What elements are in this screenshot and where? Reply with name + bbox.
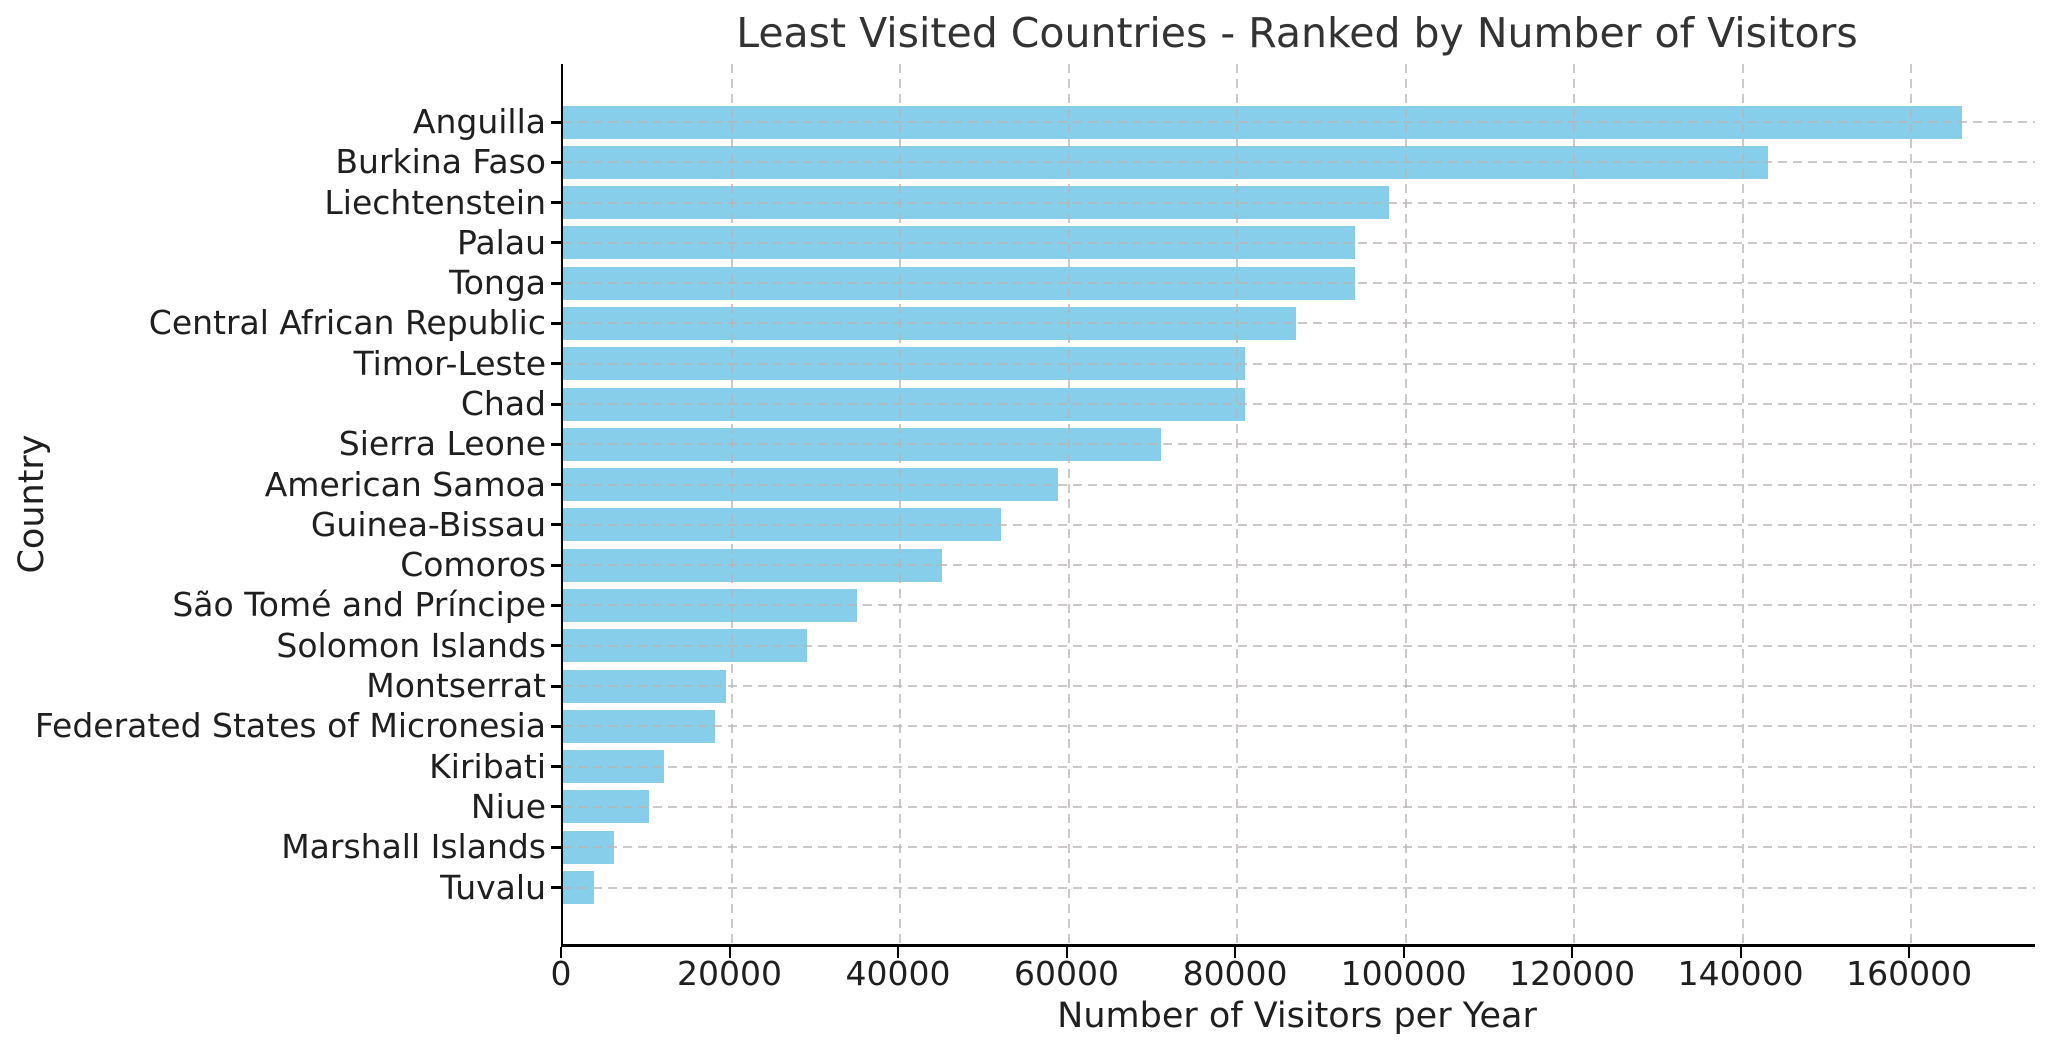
y-tick-label: Sierra Leone (338, 424, 546, 464)
y-tick-mark (551, 684, 563, 688)
y-tick-mark (551, 201, 563, 205)
y-gridline (563, 282, 2035, 285)
y-gridline (563, 886, 2035, 889)
y-tick-mark (551, 603, 563, 607)
y-tick-label: Burkina Faso (335, 142, 546, 182)
y-tick-label: American Samoa (264, 464, 546, 504)
y-axis-label: Country (12, 434, 52, 574)
y-tick-label: Marshall Islands (281, 827, 546, 867)
x-gridline (1067, 64, 1070, 944)
y-tick-mark (551, 362, 563, 366)
y-tick-mark (551, 805, 563, 809)
x-tick-mark (728, 947, 731, 958)
y-tick-label: Anguilla (412, 102, 546, 141)
x-tick-label: 140000 (1677, 954, 1804, 993)
y-tick-mark (551, 724, 563, 728)
y-tick-mark (551, 241, 563, 245)
x-gridline (1236, 64, 1239, 944)
y-tick-mark (551, 886, 563, 889)
x-gridline (1573, 64, 1576, 944)
y-tick-mark (551, 644, 563, 648)
y-tick-label: Montserrat (366, 666, 546, 706)
y-tick-mark (551, 845, 563, 849)
y-tick-mark (551, 281, 563, 285)
y-tick-mark (551, 765, 563, 769)
y-tick-label: Guinea-Bissau (310, 504, 546, 544)
x-tick-mark (1739, 947, 1742, 958)
x-gridline (1741, 64, 1744, 944)
x-tick-mark (1234, 947, 1237, 958)
y-tick-mark (551, 402, 563, 406)
x-axis-label: Number of Visitors per Year (1057, 996, 1537, 1036)
y-gridline (563, 362, 2035, 365)
y-tick-mark (551, 321, 563, 325)
y-tick-mark (551, 120, 563, 124)
y-gridline (563, 443, 2035, 446)
y-tick-mark (551, 160, 563, 164)
y-tick-label: Tuvalu (440, 867, 546, 907)
plot-area (551, 64, 2035, 947)
y-gridline (563, 201, 2035, 204)
y-tick-label: Timor-Leste (353, 343, 546, 383)
x-tick-mark (1908, 947, 1911, 958)
y-tick-label: Palau (457, 222, 546, 262)
x-tick-label: 80000 (1182, 954, 1288, 993)
x-tick-mark (560, 947, 562, 958)
x-tick-mark (897, 947, 900, 958)
y-tick-label: Solomon Islands (276, 625, 546, 665)
y-gridline (563, 846, 2035, 849)
chart-title: Least Visited Countries - Ranked by Numb… (736, 9, 1858, 57)
y-tick-mark (551, 483, 563, 487)
x-gridline (1404, 64, 1407, 944)
x-gridline (730, 64, 733, 944)
y-tick-label: Federated States of Micronesia (34, 706, 546, 746)
x-gridline (1910, 64, 1913, 944)
y-gridline (563, 161, 2035, 164)
y-gridline (563, 564, 2035, 567)
x-gridline (899, 64, 902, 944)
y-gridline (563, 604, 2035, 607)
y-gridline (563, 805, 2035, 808)
y-tick-mark (551, 442, 563, 446)
y-tick-mark (551, 523, 563, 527)
y-gridline (563, 765, 2035, 768)
y-gridline (563, 483, 2035, 486)
y-gridline (563, 685, 2035, 688)
y-gridline (563, 523, 2035, 526)
y-tick-label: Central African Republic (148, 303, 546, 343)
y-gridline (563, 403, 2035, 406)
x-tick-label: 20000 (677, 954, 783, 993)
y-gridline (563, 121, 2035, 123)
y-tick-label: São Tomé and Príncipe (172, 585, 546, 625)
x-tick-label: 60000 (1014, 954, 1120, 993)
y-gridline (563, 241, 2035, 244)
x-tick-label: 120000 (1509, 954, 1636, 993)
x-tick-label: 100000 (1340, 954, 1467, 993)
y-tick-label: Liechtenstein (324, 182, 546, 222)
y-tick-label: Comoros (400, 545, 546, 585)
y-tick-label: Kiribati (429, 746, 546, 786)
y-tick-label: Niue (470, 786, 546, 826)
y-tick-mark (551, 563, 563, 567)
y-gridline (563, 322, 2035, 325)
y-tick-label: Tonga (449, 263, 546, 303)
y-gridline (563, 725, 2035, 728)
x-tick-label: 40000 (845, 954, 951, 993)
x-tick-label: 160000 (1846, 954, 1973, 993)
y-gridline (563, 644, 2035, 647)
x-tick-mark (1065, 947, 1068, 958)
y-tick-label: Chad (460, 384, 546, 424)
x-tick-mark (1571, 947, 1574, 958)
x-tick-label: 0 (550, 954, 572, 993)
x-tick-mark (1402, 947, 1405, 958)
